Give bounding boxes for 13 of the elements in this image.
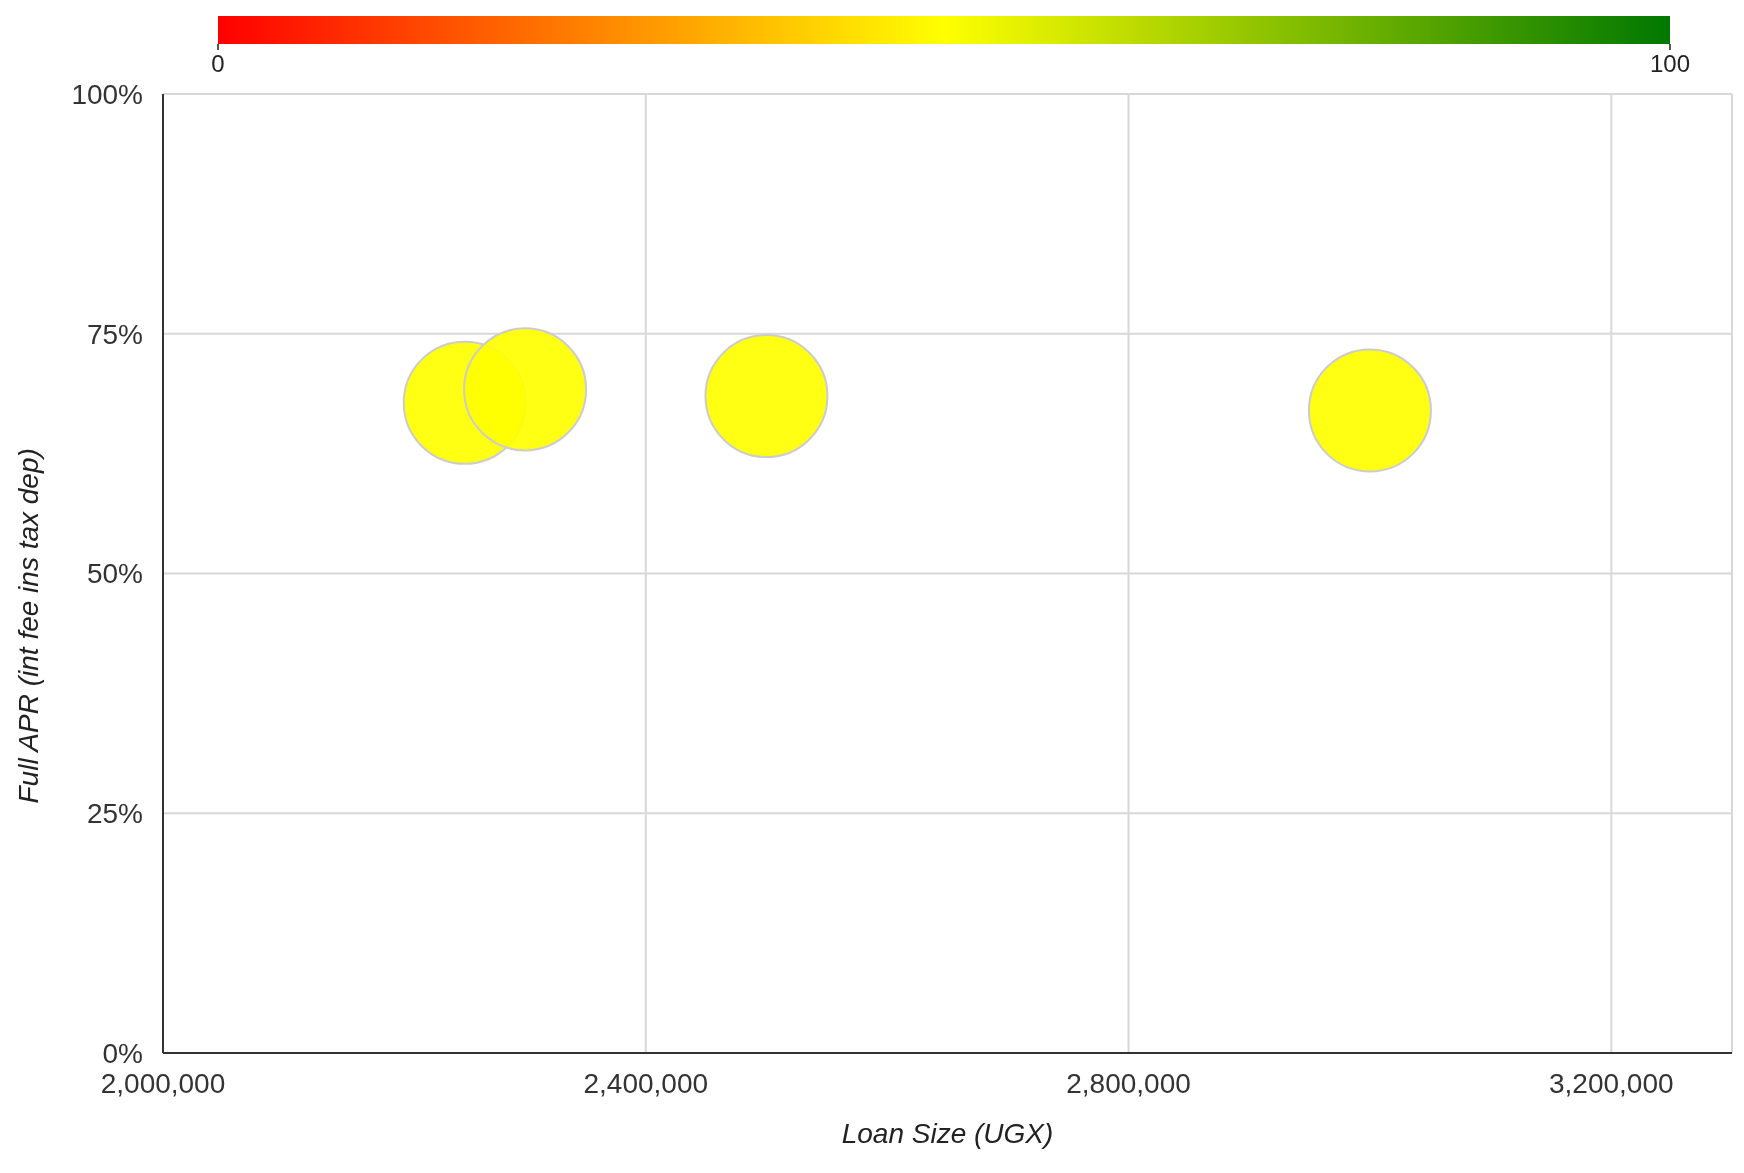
y-tick-label: 100%: [71, 78, 143, 110]
x-tick-label: 2,000,000: [100, 1067, 226, 1099]
color-bar-label: 100: [1649, 50, 1691, 77]
x-tick-label: 3,200,000: [1549, 1067, 1674, 1099]
color-bar-label: 0: [211, 50, 225, 77]
y-axis-title: Full APR (int fee ins tax dep): [12, 448, 44, 804]
x-axis-title: Loan Size (UGX): [841, 1118, 1054, 1149]
x-tick-label: 2,400,000: [583, 1067, 709, 1099]
y-tick-label: 0%: [102, 1037, 143, 1069]
y-tick-label: 75%: [86, 318, 143, 350]
x-tick-label: 2,800,000: [1066, 1067, 1191, 1099]
y-tick-label: 25%: [86, 798, 143, 830]
y-tick-label: 50%: [86, 558, 143, 590]
